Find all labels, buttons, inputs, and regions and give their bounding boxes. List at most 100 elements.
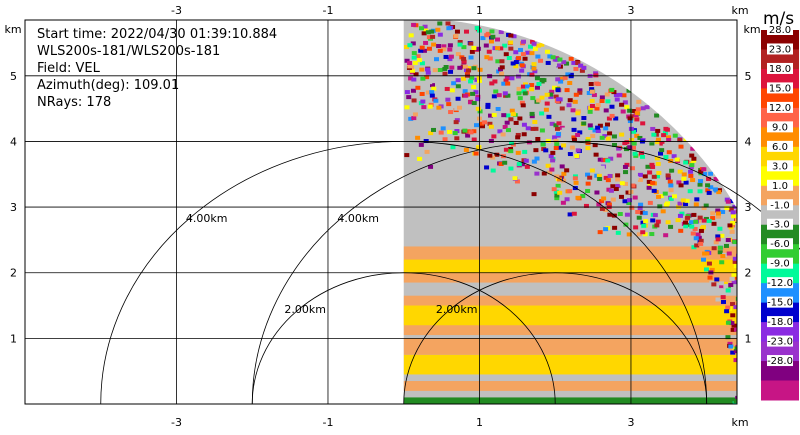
echo-speckle [603,227,609,232]
echo-speckle [571,137,577,142]
echo-speckle [661,133,667,138]
echo-speckle [605,136,611,141]
range-ring-label: 4.00km [337,212,379,225]
echo-speckle [540,142,546,147]
colorbar-label: -12.0 [767,278,793,289]
echo-speckle [734,327,737,332]
echo-speckle [713,176,719,181]
echo-speckle [692,226,698,231]
echo-speckle [539,95,545,100]
echo-speckle [543,148,549,153]
echo-speckle [487,153,493,158]
echo-speckle [753,326,758,330]
echo-speckle [696,235,702,240]
range-ring [403,272,708,405]
echo-speckle [626,232,632,237]
echo-speckle [536,98,542,103]
echo-speckle [502,43,508,48]
echo-speckle [686,222,692,227]
echo-speckle [554,196,560,201]
echo-speckle [641,223,647,228]
echo-speckle [404,58,410,63]
echo-speckle [716,190,722,195]
echo-speckle [412,60,418,65]
echo-speckle [415,85,421,90]
y-tick-label-left: 1 [10,332,17,345]
echo-speckle [727,341,733,346]
echo-speckle [522,82,528,87]
echo-speckle [592,128,598,133]
echo-speckle [503,147,509,152]
echo-speckle [570,108,576,113]
echo-speckle [733,264,737,269]
echo-speckle [634,133,640,138]
echo-speckle [508,46,514,51]
echo-speckle [648,138,654,143]
echo-speckle [461,132,467,137]
echo-speckle [572,176,578,181]
echo-speckle [623,222,629,227]
echo-speckle [752,297,757,301]
echo-speckle [548,92,554,97]
echo-speckle [751,392,756,396]
echo-speckle [505,113,511,118]
echo-speckle [658,157,664,162]
echo-speckle [572,186,578,191]
echo-speckle [455,78,461,83]
echo-speckle [408,33,414,38]
echo-speckle [658,194,664,199]
echo-speckle [622,164,628,169]
echo-speckle [608,156,614,161]
echo-speckle [753,252,758,256]
echo-speckle [602,134,608,139]
x-unit-top: km [731,4,748,17]
echo-speckle [447,47,453,52]
echo-speckle [657,204,663,209]
echo-speckle [411,77,417,82]
echo-speckle [441,47,447,52]
echo-speckle [517,96,523,101]
echo-speckle [529,72,535,77]
echo-speckle [752,337,757,341]
echo-speckle [631,109,637,114]
echo-speckle [487,56,493,61]
echo-speckle [698,228,704,233]
echo-speckle [671,194,677,199]
x-tick-label-top: 3 [627,4,634,17]
echo-speckle [488,124,494,129]
echo-speckle [555,63,561,68]
echo-speckle [753,304,758,308]
echo-speckle [541,171,547,176]
echo-speckle [420,99,426,104]
echo-speckle [545,60,551,65]
echo-speckle [756,343,761,347]
echo-speckle [751,400,756,404]
echo-speckle [585,181,591,186]
echo-speckle [753,294,758,298]
echo-speckle [419,61,425,66]
echo-speckle [619,132,625,137]
axis-ticks: -3 -3 -1 -1 1 1 3 3 1 1 2 2 3 3 4 4 5 5 km km km km [4,4,760,429]
echo-speckle [524,164,530,169]
echo-speckle [689,153,695,158]
echo-speckle [447,57,453,62]
echo-speckle [615,230,621,235]
echo-speckle [404,105,410,110]
y-unit-left: km [4,23,21,36]
echo-speckle [655,161,661,166]
echo-speckle [530,96,536,101]
echo-speckle [471,45,477,50]
echo-speckle [649,232,655,237]
echo-speckle [408,116,414,121]
echo-speckle [409,68,415,73]
echo-speckle [491,134,497,139]
echo-speckle [636,99,642,104]
echo-speckle [532,120,538,125]
echo-speckle [655,174,661,179]
echo-speckle [586,91,592,96]
echo-speckle [646,179,652,184]
echo-speckle [680,198,686,203]
echo-speckle [491,112,497,117]
echo-speckle [557,145,563,150]
echo-speckle [756,300,761,304]
